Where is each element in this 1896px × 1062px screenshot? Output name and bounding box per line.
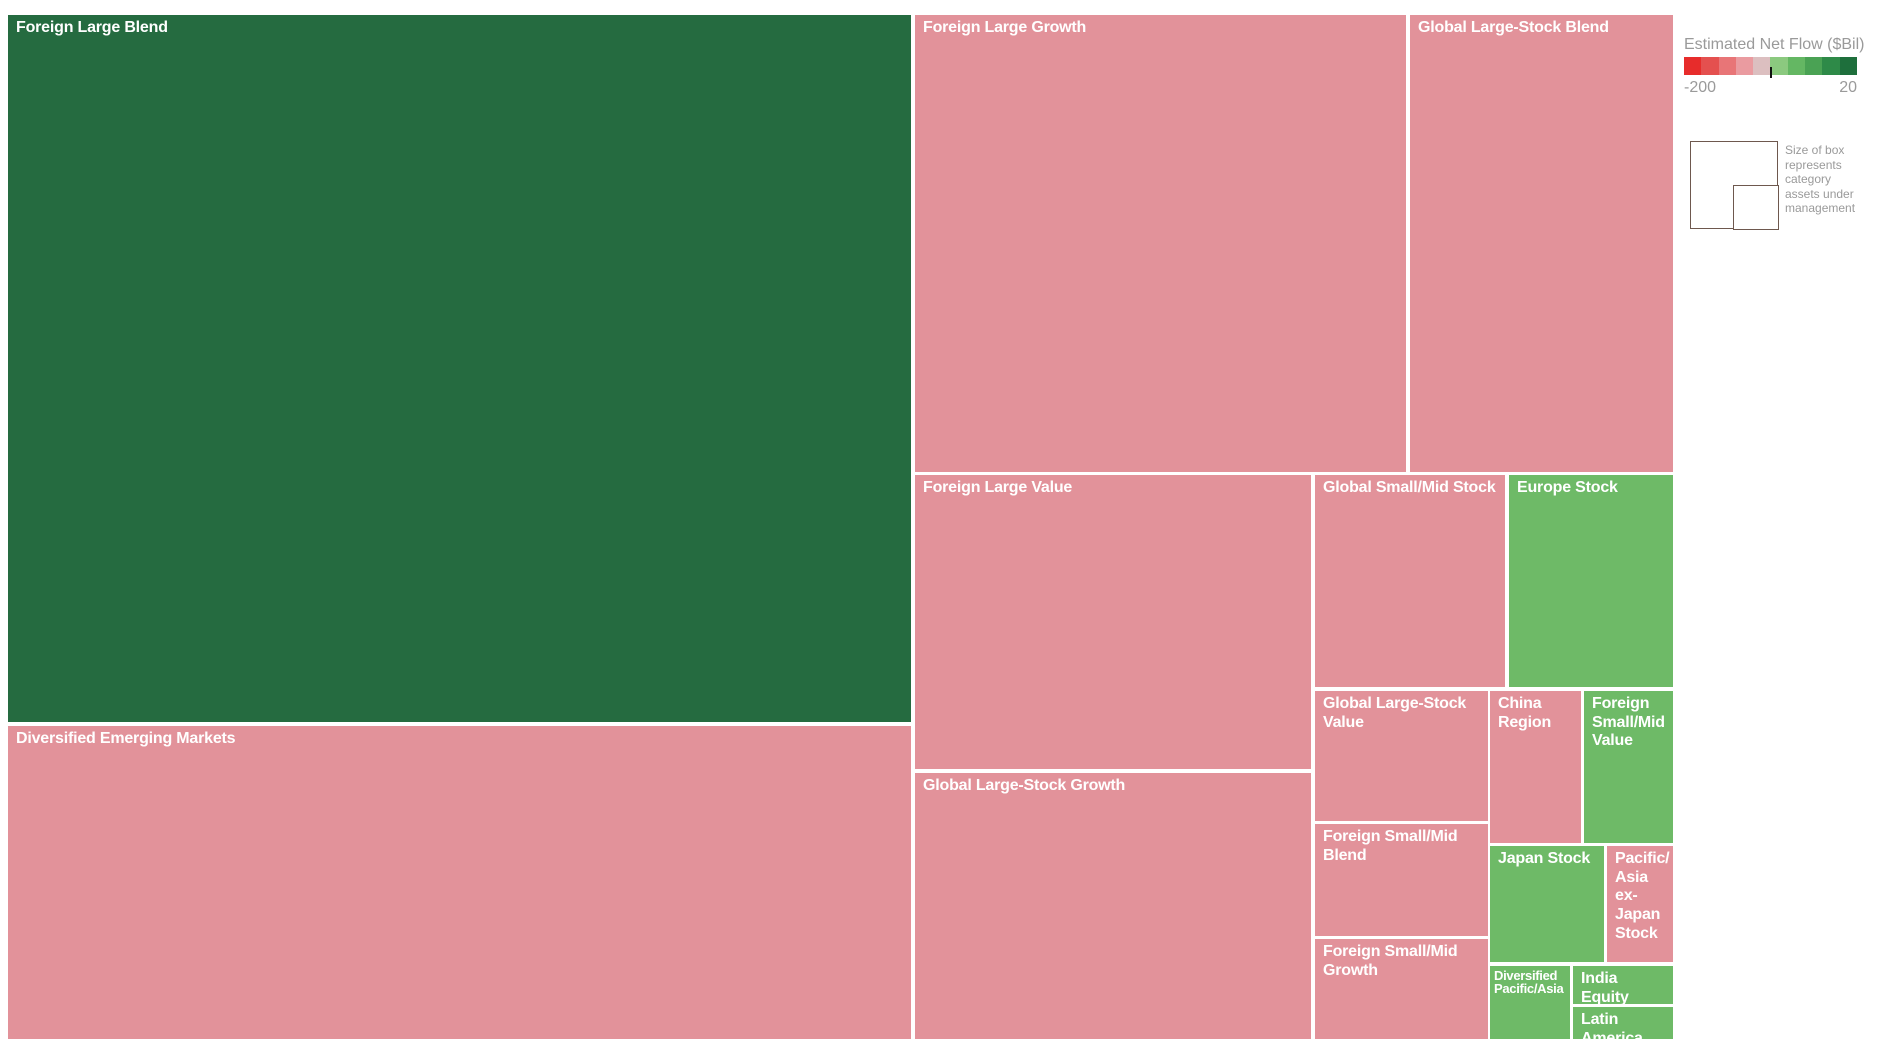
treemap-box-label: Japan Stock	[1498, 850, 1591, 867]
treemap-box-label: China Region	[1498, 695, 1552, 731]
treemap-box-latin-america[interactable]: Latin America	[1573, 1007, 1673, 1039]
treemap-box-foreign-large-blend[interactable]: Foreign Large Blend	[8, 15, 911, 722]
treemap-box-foreign-small-mid-value[interactable]: Foreign Small/Mid Value	[1584, 691, 1673, 843]
net-flow-colorbar-segment	[1718, 57, 1736, 75]
treemap-box-label: Europe Stock	[1517, 479, 1618, 496]
net-flow-max-label: 20	[1839, 79, 1857, 96]
treemap-box-china-region[interactable]: China Region	[1490, 691, 1581, 843]
treemap-box-foreign-large-growth[interactable]: Foreign Large Growth	[915, 15, 1406, 472]
box-size-outer-square-icon	[1690, 141, 1779, 230]
treemap-box-label: Foreign Small/Mid Blend	[1323, 828, 1458, 864]
treemap-box-label: India Equity	[1581, 970, 1629, 1004]
box-size-inner-square-icon	[1732, 184, 1779, 230]
treemap-box-label: Foreign Small/Mid Value	[1592, 695, 1665, 750]
treemap-box-global-small-mid-stock[interactable]: Global Small/Mid Stock	[1315, 475, 1505, 687]
net-flow-colorbar	[1684, 57, 1857, 78]
net-flow-colorbar-segment	[1753, 57, 1771, 75]
treemap-box-global-large-stock-growth[interactable]: Global Large-Stock Growth	[915, 773, 1311, 1039]
treemap-box-label: Global Large-Stock Blend	[1418, 19, 1609, 36]
treemap-box-label: Global Small/Mid Stock	[1323, 479, 1496, 496]
treemap-box-india-equity[interactable]: India Equity	[1573, 966, 1673, 1004]
net-flow-colorbar-segment	[1701, 57, 1719, 75]
treemap-box-europe-stock[interactable]: Europe Stock	[1509, 475, 1673, 687]
net-flow-min-label: -200	[1684, 79, 1717, 96]
box-size-note: Size of box represents category assets u…	[1785, 143, 1856, 215]
treemap-box-label: Foreign Large Value	[923, 479, 1073, 496]
treemap-box-label: Foreign Large Growth	[923, 19, 1087, 36]
treemap-box-foreign-small-mid-blend[interactable]: Foreign Small/Mid Blend	[1315, 824, 1488, 936]
net-flow-colorbar-segments	[1684, 57, 1857, 75]
net-flow-legend: Estimated Net Flow ($Bil) -200 20	[1684, 36, 1865, 97]
net-flow-colorbar-segment	[1805, 57, 1823, 75]
treemap-box-japan-stock[interactable]: Japan Stock	[1490, 846, 1604, 962]
treemap-box-label: Diversified Pacific/Asia	[1494, 968, 1564, 996]
treemap-box-pacific-asia-ex-japan-stock[interactable]: Pacific/ Asia ex-Japan Stock	[1607, 846, 1673, 962]
treemap-box-label: Global Large-Stock Growth	[923, 777, 1126, 794]
treemap-box-diversified-pacific-asia[interactable]: Diversified Pacific/Asia	[1490, 966, 1570, 1039]
net-flow-legend-title: Estimated Net Flow ($Bil)	[1684, 36, 1865, 53]
treemap-box-label: Latin America	[1581, 1011, 1643, 1039]
treemap-box-diversified-emerging-markets[interactable]: Diversified Emerging Markets	[8, 726, 911, 1039]
net-flow-legend-range: -200 20	[1684, 79, 1857, 97]
treemap-box-label: Diversified Emerging Markets	[16, 730, 236, 747]
net-flow-colorbar-segment	[1684, 57, 1702, 75]
treemap-box-label: Foreign Large Blend	[16, 19, 168, 36]
net-flow-colorbar-segment	[1735, 57, 1754, 75]
treemap-box-label: Foreign Small/Mid Growth	[1323, 943, 1458, 979]
treemap-box-global-large-stock-value[interactable]: Global Large-Stock Value	[1315, 691, 1488, 821]
net-flow-colorbar-segment	[1787, 57, 1806, 75]
treemap-box-label: Pacific/ Asia ex-Japan Stock	[1615, 850, 1670, 942]
treemap-box-foreign-large-value[interactable]: Foreign Large Value	[915, 475, 1311, 769]
net-flow-colorbar-segment	[1770, 57, 1788, 75]
net-flow-colorbar-segment	[1822, 57, 1840, 75]
treemap-box-foreign-small-mid-growth[interactable]: Foreign Small/Mid Growth	[1315, 939, 1488, 1039]
net-flow-colorbar-tick-icon	[1769, 67, 1772, 78]
net-flow-colorbar-segment	[1839, 57, 1857, 75]
treemap-box-label: Global Large-Stock Value	[1323, 695, 1467, 731]
treemap-box-global-large-stock-blend[interactable]: Global Large-Stock Blend	[1410, 15, 1673, 472]
